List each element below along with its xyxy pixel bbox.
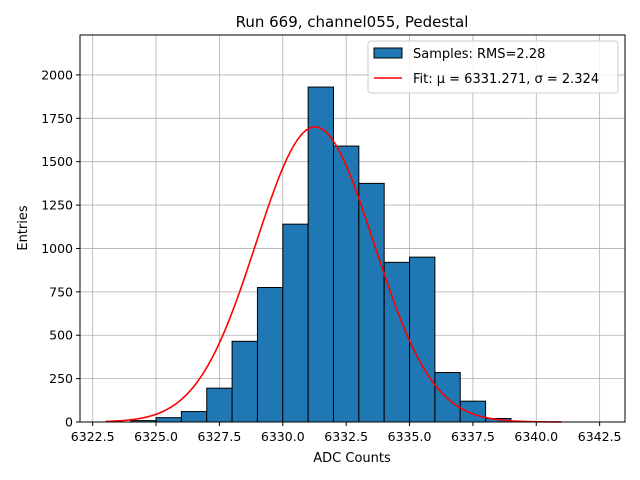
histogram-bar <box>282 223 309 423</box>
histogram-bar <box>383 261 411 423</box>
y-tick-label: 1250 <box>41 198 73 213</box>
y-tick-label: 1000 <box>41 241 73 256</box>
x-tick-label: 6340.0 <box>514 429 558 444</box>
x-tick-label: 6335.0 <box>388 429 432 444</box>
y-tick-label: 2000 <box>41 67 73 82</box>
y-tick-label: 1750 <box>41 111 73 126</box>
histogram-bar <box>459 400 487 423</box>
histogram-bar <box>155 417 182 423</box>
x-tick-label: 6325.0 <box>134 429 178 444</box>
y-axis-label: Entries <box>16 205 31 251</box>
x-tick-label: 6330.0 <box>261 429 305 444</box>
histogram-bar <box>434 372 461 423</box>
histogram-bar <box>231 340 258 423</box>
x-tick-label: 6337.5 <box>451 429 495 444</box>
histogram-bar <box>332 145 360 423</box>
legend-label-samples: Samples: RMS=2.28 <box>413 47 545 62</box>
plot-frame <box>79 34 626 423</box>
fit-curve <box>105 126 562 423</box>
histogram-bar <box>256 287 284 423</box>
y-tick-label: 1500 <box>41 154 73 169</box>
y-axis-ticks: 0 250 500 750 1000 1250 1500 1750 2000 <box>41 67 80 430</box>
y-tick-label: 750 <box>49 284 73 299</box>
y-tick-label: 500 <box>49 328 73 343</box>
fit-curve-layer <box>105 126 562 423</box>
histogram-bar <box>409 256 436 423</box>
y-tick-label: 250 <box>49 371 73 386</box>
histogram-bar <box>358 182 385 423</box>
legend-swatch-samples <box>373 47 403 59</box>
legend-box <box>367 40 619 94</box>
x-tick-label: 6322.5 <box>71 429 115 444</box>
x-tick-label: 6332.5 <box>324 429 368 444</box>
chart-title: Run 669, channel055, Pedestal <box>236 13 469 31</box>
histogram-bar <box>206 387 233 423</box>
x-axis-label: ADC Counts <box>313 451 391 466</box>
x-tick-label: 6342.5 <box>578 429 622 444</box>
x-tick-label: 6327.5 <box>198 429 242 444</box>
legend: Samples: RMS=2.28 Fit: μ = 6331.271, σ =… <box>367 40 619 94</box>
histogram-bar <box>180 411 208 423</box>
x-axis-ticks: 6322.5 6325.0 6327.5 6330.0 6332.5 6335.0 6337… <box>71 422 622 444</box>
legend-label-fit: Fit: μ = 6331.271, σ = 2.324 <box>413 72 599 87</box>
y-tick-label: 0 <box>65 415 73 430</box>
